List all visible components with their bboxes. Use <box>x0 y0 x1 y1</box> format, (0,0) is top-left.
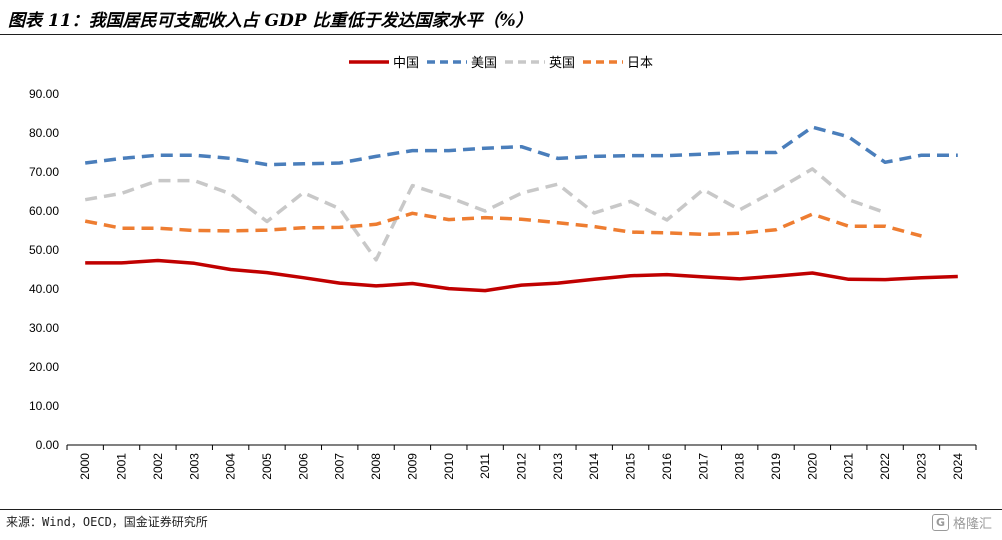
chart-title: 图表 11：我国居民可支配收入占 GDP 比重低于发达国家水平（%） <box>8 11 533 31</box>
y-tick-label: 20.00 <box>29 360 59 374</box>
watermark: G 格隆汇 <box>931 513 992 532</box>
y-tick-label: 50.00 <box>29 243 59 257</box>
x-tick-label: 2008 <box>369 453 383 480</box>
x-tick-label: 2014 <box>587 453 601 480</box>
x-tick-label: 2013 <box>551 453 565 480</box>
series-line-0 <box>85 258 958 293</box>
x-tick-label: 2002 <box>151 453 165 480</box>
y-tick-label: 0.00 <box>36 438 60 452</box>
y-tick-label: 60.00 <box>29 204 59 218</box>
legend: 中国 美国 英国 日本 <box>349 56 653 71</box>
series-line-1 <box>84 125 958 167</box>
series-line-3 <box>84 211 922 238</box>
x-tick-label: 2024 <box>951 453 965 480</box>
x-tick-label: 2022 <box>878 453 892 480</box>
legend-label-3: 日本 <box>627 56 653 71</box>
x-tick-label: 2009 <box>405 453 419 480</box>
x-tick-label: 2016 <box>660 453 674 480</box>
line-chart: 中国 美国 英国 日本 0.00 10.00 20.00 30.00 40.00 50.00 60… <box>29 56 977 480</box>
watermark-logo-icon: G <box>931 514 949 531</box>
x-tick-label: 2012 <box>515 453 529 480</box>
y-axis: 0.00 10.00 20.00 30.00 40.00 50.00 60.00 70.00 8… <box>29 87 59 452</box>
x-tick-label: 2001 <box>115 453 129 480</box>
y-tick-label: 80.00 <box>29 126 59 140</box>
x-tick-label: 2017 <box>696 453 710 480</box>
legend-label-2: 英国 <box>549 56 575 71</box>
x-tick-label: 2003 <box>187 453 201 480</box>
y-tick-label: 90.00 <box>29 87 59 101</box>
source-note: 来源：Wind，OECD，国金证券研究所 <box>6 515 208 529</box>
x-tick-label: 2005 <box>260 453 274 480</box>
x-tick-label: 2018 <box>733 453 747 480</box>
x-tick-label: 2021 <box>842 453 856 480</box>
y-tick-label: 10.00 <box>29 399 59 413</box>
x-tick-label: 2023 <box>914 453 928 480</box>
top-rule <box>0 34 1002 35</box>
x-tick-label: 2019 <box>769 453 783 480</box>
legend-label-0: 中国 <box>393 56 419 71</box>
series-line-2 <box>84 167 886 262</box>
watermark-text: 格隆汇 <box>952 517 992 532</box>
x-tick-label: 2007 <box>333 453 347 480</box>
y-tick-label: 70.00 <box>29 165 59 179</box>
y-tick-label: 40.00 <box>29 282 59 296</box>
x-tick-label: 2020 <box>805 453 819 480</box>
x-tick-label: 2000 <box>78 453 92 480</box>
legend-label-1: 美国 <box>471 56 497 71</box>
x-axis: 2000 2001 2002 2003 2004 2005 2006 2007 2008 2009… <box>66 444 977 480</box>
x-tick-label: 2015 <box>624 453 638 480</box>
x-tick-label: 2010 <box>442 453 456 480</box>
bottom-rule <box>0 509 1002 510</box>
x-tick-label: 2011 <box>478 453 492 479</box>
y-tick-label: 30.00 <box>29 321 59 335</box>
series-layer <box>84 125 958 293</box>
x-tick-label: 2004 <box>224 453 238 480</box>
x-tick-label: 2006 <box>296 453 310 480</box>
